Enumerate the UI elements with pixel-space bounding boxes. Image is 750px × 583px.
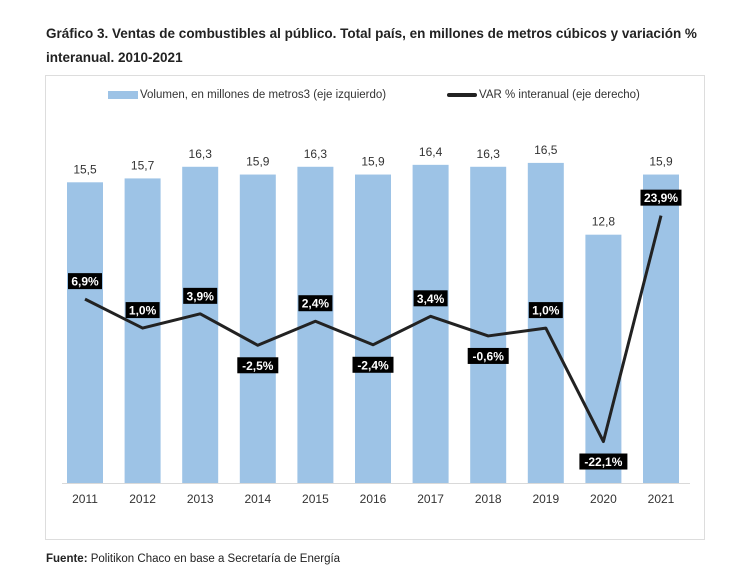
- x-tick-label: 2012: [129, 492, 156, 506]
- bar-value-label: 16,4: [419, 145, 443, 159]
- x-tick-label: 2016: [360, 492, 387, 506]
- bar: [355, 174, 391, 484]
- bar-value-label: 16,3: [304, 147, 328, 161]
- var-label-box: [125, 302, 160, 319]
- chart-frame: [45, 75, 705, 540]
- var-value-label: 6,9%: [71, 275, 99, 289]
- bar-value-label: 15,9: [246, 155, 270, 169]
- bar-value-label: 15,9: [361, 155, 385, 169]
- x-tick-label: 2019: [532, 492, 559, 506]
- x-tick-label: 2013: [187, 492, 214, 506]
- chart-title: Gráfico 3. Ventas de combustibles al púb…: [46, 26, 697, 65]
- bar-value-label: 16,3: [477, 147, 501, 161]
- var-value-label: 3,4%: [417, 292, 445, 306]
- var-label-box: [467, 347, 509, 364]
- source-text: Politikon Chaco en base a Secretaría de …: [90, 553, 341, 565]
- var-line: [84, 215, 663, 444]
- var-value-label: -2,5%: [242, 359, 274, 373]
- x-tick-label: 2020: [590, 492, 617, 506]
- var-value-label: 1,0%: [129, 304, 157, 318]
- bar-value-label: 15,5: [73, 162, 97, 176]
- legend-label: Volumen, en millones de metros3 (eje izq…: [140, 89, 387, 101]
- x-tick-label: 2018: [475, 492, 502, 506]
- x-tick-label: 2017: [417, 492, 444, 506]
- bar-value-label: 15,9: [649, 155, 673, 169]
- legend-swatch-bar: [108, 91, 138, 99]
- bar: [239, 174, 276, 484]
- bar: [643, 174, 679, 484]
- var-value-label: -2,4%: [357, 358, 389, 372]
- var-value-label: 1,0%: [532, 304, 560, 318]
- var-value-label: 23,9%: [644, 191, 678, 205]
- x-tick-label: 2014: [244, 492, 271, 506]
- bar: [67, 182, 103, 484]
- legend-item-var: VAR % interanual (eje derecho): [447, 89, 640, 101]
- var-label-box: [68, 273, 102, 290]
- var-label-box: [528, 302, 563, 319]
- bar-value-label: 12,8: [592, 215, 616, 229]
- source-note: Fuente: Politikon Chaco en base a Secret…: [46, 553, 340, 565]
- source-label: Fuente:: [46, 553, 88, 565]
- bar: [527, 162, 564, 483]
- bar: [470, 166, 507, 483]
- var-label-box: [298, 295, 333, 312]
- var-label-box: [352, 356, 394, 373]
- x-tick-label: 2015: [302, 492, 329, 506]
- var-label-box: [640, 189, 682, 206]
- bar-value-label: 15,7: [131, 158, 155, 172]
- bar: [585, 234, 622, 483]
- x-tick-label: 2011: [72, 492, 98, 506]
- bar: [124, 178, 161, 484]
- legend-label: VAR % interanual (eje derecho): [479, 89, 640, 101]
- var-label-box: [579, 453, 628, 470]
- legend-item-volume: Volumen, en millones de metros3 (eje izq…: [108, 89, 386, 101]
- legend-swatch-line: [447, 93, 477, 97]
- x-tick-label: 2021: [648, 492, 675, 506]
- var-label-box: [413, 290, 448, 307]
- bar-value-label: 16,5: [534, 143, 558, 157]
- bar: [412, 164, 449, 483]
- bar-value-label: 16,3: [189, 147, 213, 161]
- var-label-box: [183, 287, 218, 304]
- bar: [182, 166, 219, 483]
- var-value-label: -0,6%: [473, 349, 505, 363]
- var-label-box: [237, 357, 279, 374]
- var-value-label: 2,4%: [302, 297, 330, 311]
- var-value-label: 3,9%: [187, 289, 215, 303]
- var-value-label: -22,1%: [584, 455, 622, 469]
